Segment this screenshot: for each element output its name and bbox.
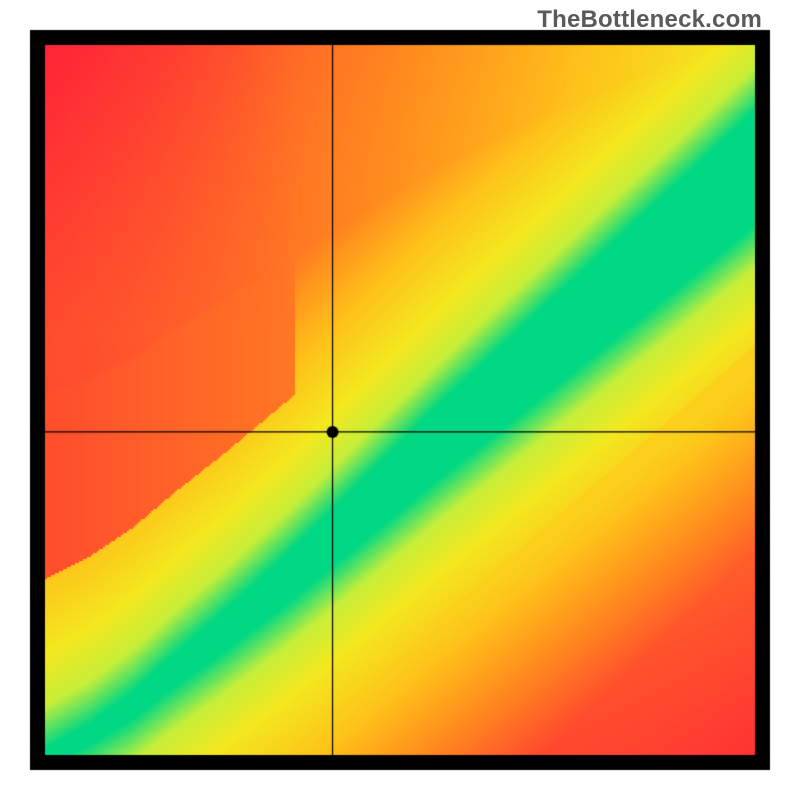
heatmap-canvas <box>0 0 800 800</box>
chart-container: TheBottleneck.com <box>0 0 800 800</box>
watermark-text: TheBottleneck.com <box>537 6 762 34</box>
